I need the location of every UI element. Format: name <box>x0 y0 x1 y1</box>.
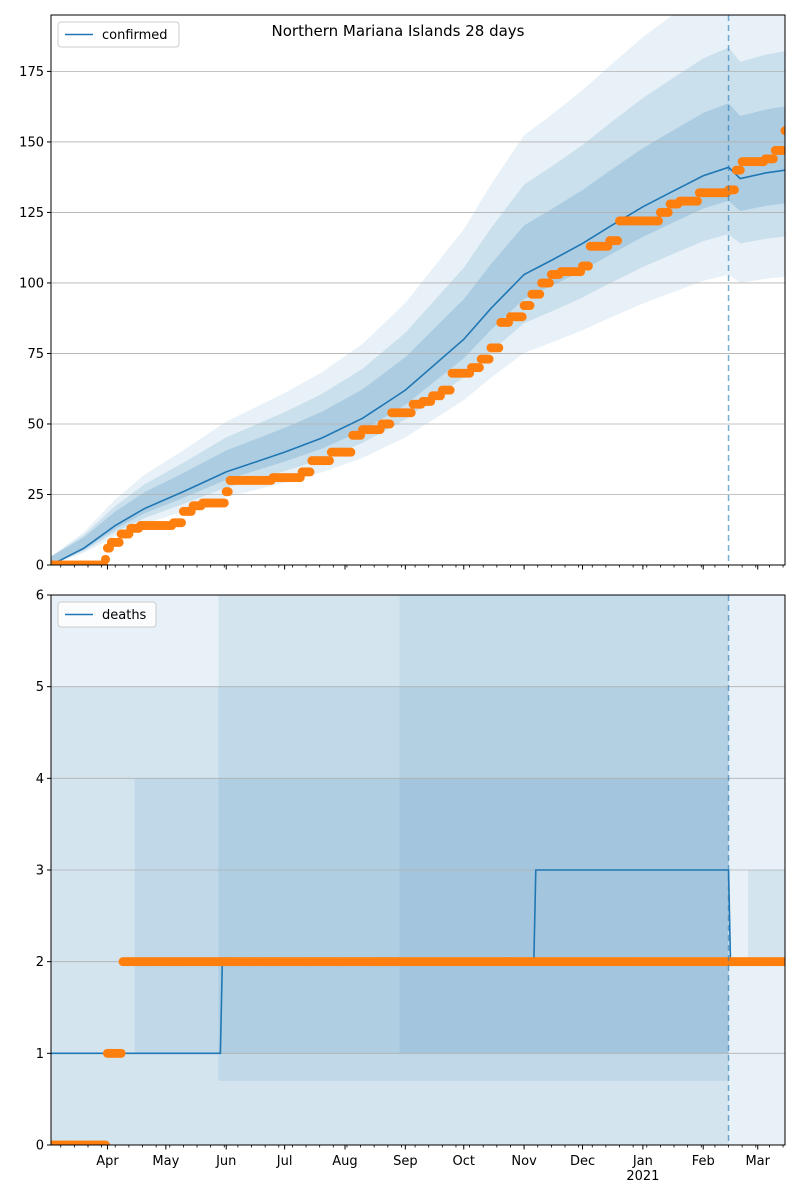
legend: deaths <box>57 601 157 628</box>
x-tick-label: Feb <box>692 1154 715 1169</box>
deaths-line <box>51 869 785 1055</box>
plot-area <box>51 15 785 565</box>
y-tick-label: 175 <box>19 65 44 80</box>
observed-point <box>535 289 545 299</box>
y-tick-label: 2 <box>36 955 44 970</box>
y-tick-label: 150 <box>19 135 44 150</box>
y-tick-label: 75 <box>27 347 44 362</box>
uncertainty-band-3 <box>218 595 729 1081</box>
legend-label: confirmed <box>102 28 168 43</box>
x-tick-label: Jul <box>276 1154 293 1169</box>
observed-point <box>663 207 673 217</box>
uncertainty-band-3 <box>51 103 785 565</box>
y-tick-label: 100 <box>19 276 44 291</box>
observed-point <box>219 498 229 508</box>
y-tick-label: 5 <box>36 680 44 695</box>
x-tick-label: Apr <box>96 1154 119 1169</box>
observed-point <box>729 185 739 195</box>
observed-point <box>494 343 504 353</box>
observed-point <box>324 456 334 466</box>
observed-point <box>385 419 395 429</box>
legend: confirmed <box>57 21 180 48</box>
observed-point <box>613 236 623 246</box>
uncertainty-band-2 <box>51 47 785 565</box>
plot-area <box>51 595 785 1145</box>
y-tick-label: 0 <box>36 1139 44 1154</box>
y-tick-label: 125 <box>19 206 44 221</box>
observed-point <box>346 447 356 457</box>
y-tick-label: 0 <box>36 559 44 574</box>
uncertainty-band-6 <box>748 870 785 962</box>
y-tick-label: 25 <box>27 488 44 503</box>
legend-box <box>57 21 180 48</box>
uncertainty-band-4 <box>134 778 729 1054</box>
uncertainty-band-2 <box>51 686 729 1145</box>
x-tick-label: Dec <box>570 1154 595 1169</box>
observed-point <box>406 408 416 418</box>
observed-point <box>768 154 778 164</box>
legend-box <box>57 601 157 628</box>
observed-point <box>780 957 785 967</box>
observed-markers <box>51 126 785 565</box>
x-tick-label: Jan <box>632 1154 653 1169</box>
y-tick-label: 50 <box>27 417 44 432</box>
observed-point <box>484 354 494 364</box>
observed-point <box>445 385 455 395</box>
observed-point <box>101 1140 111 1145</box>
x-tick-label: Mar <box>745 1154 770 1169</box>
axes-frame <box>50 14 786 566</box>
uncertainty-band-5 <box>399 595 729 1054</box>
observed-point <box>176 518 186 528</box>
legend-label: deaths <box>102 608 147 623</box>
deaths-panel: 0 1 2 3 4 5 6 Apr May Jun Jul Aug Sep Oct Nov Dec Jan202… <box>36 589 786 1184</box>
y-tick-label: 1 <box>36 1047 44 1062</box>
observed-point <box>223 487 233 497</box>
observed-point <box>544 278 554 288</box>
observed-point <box>474 363 484 373</box>
confirmed-line <box>51 166 785 565</box>
uncertainty-band-1 <box>51 15 785 565</box>
y-tick-label: 6 <box>36 589 44 604</box>
observed-point <box>525 301 535 311</box>
observed-point <box>305 467 315 477</box>
observed-point <box>692 196 702 206</box>
x-tick-label: Sep <box>393 1154 418 1169</box>
observed-point <box>780 126 785 136</box>
x-tick-label: Aug <box>332 1154 357 1169</box>
confirmed-panel: 0 25 50 75 100 125 150 175 confirmed Northern Mar… <box>19 14 786 574</box>
observed-point <box>116 1048 126 1058</box>
chart-title: Northern Mariana Islands 28 days <box>272 22 525 40</box>
y-tick-label: 4 <box>36 772 44 787</box>
y-tick-label: 3 <box>36 864 44 879</box>
x-tick-label: May <box>152 1154 179 1169</box>
observed-point <box>114 537 124 547</box>
observed-point <box>583 261 593 271</box>
observed-point <box>101 554 111 564</box>
observed-point <box>778 145 785 155</box>
observed-point <box>735 165 745 175</box>
x-tick-label: Nov <box>511 1154 537 1169</box>
observed-point <box>517 312 527 322</box>
observed-markers <box>51 957 785 1145</box>
x-tick-label: Oct <box>453 1154 475 1169</box>
observed-point <box>653 216 663 226</box>
x-tick-label: Jun <box>215 1154 236 1169</box>
x-tick-label: 2021 <box>626 1169 659 1184</box>
